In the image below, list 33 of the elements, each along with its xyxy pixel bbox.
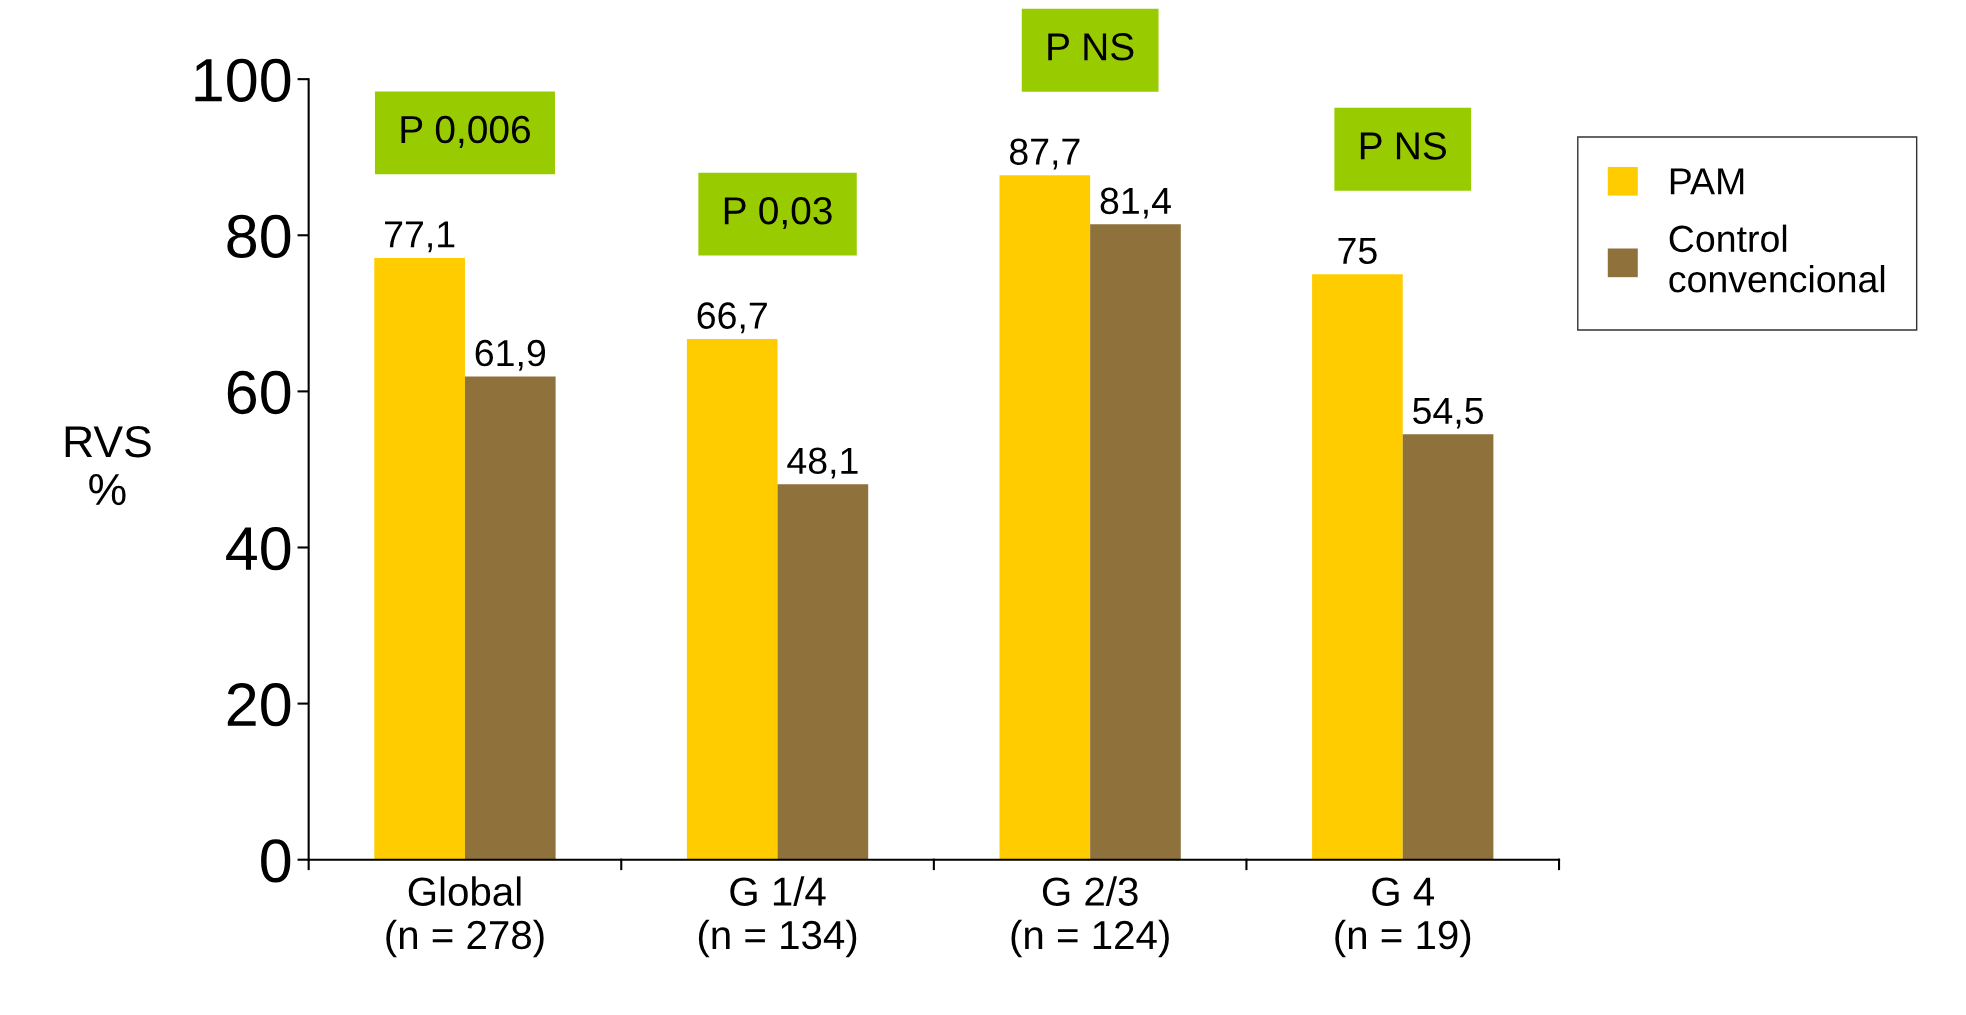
- y-tick-label: 60: [227, 370, 291, 415]
- data-label: 54,5: [1413, 397, 1483, 429]
- data-label: 48,1: [787, 447, 858, 479]
- bar: [464, 376, 556, 860]
- bar: [1402, 434, 1494, 860]
- data-label: 81,4: [1100, 187, 1171, 219]
- bar: [686, 339, 778, 860]
- x-tick-label: G 1/4 (n = 134): [698, 876, 857, 958]
- y-tick-label: 0: [261, 839, 291, 883]
- y-tick-label: 100: [195, 58, 291, 102]
- legend-label: Control convencional: [1669, 224, 1885, 293]
- bar: [1312, 274, 1403, 860]
- legend-label: PAM: [1670, 168, 1744, 195]
- y-tick-label: 20: [227, 683, 291, 727]
- x-tick-label: G 4 (n = 19): [1335, 877, 1471, 958]
- bar: [999, 175, 1091, 860]
- text: P NS: [1048, 33, 1134, 61]
- y-tick-label: 80: [227, 214, 291, 259]
- bar: [1090, 224, 1181, 860]
- x-tick-label: G 2/3 (n = 124): [1011, 876, 1169, 958]
- bar: [374, 257, 465, 860]
- x-tick-label: Global (n = 278): [386, 876, 544, 958]
- data-label: 75: [1338, 237, 1377, 265]
- annotation: P 0,006: [401, 115, 530, 148]
- annotation: P 0,03: [724, 196, 832, 230]
- data-label: 77,1: [385, 221, 455, 253]
- bar: [777, 484, 869, 860]
- data-label: 61,9: [475, 339, 545, 371]
- data-label: 87,7: [1009, 138, 1080, 170]
- y-tick-label: 40: [226, 526, 291, 571]
- data-label: 66,7: [697, 302, 767, 334]
- annotation: P NS: [1360, 132, 1446, 160]
- y-axis-title: RVS %: [65, 425, 151, 506]
